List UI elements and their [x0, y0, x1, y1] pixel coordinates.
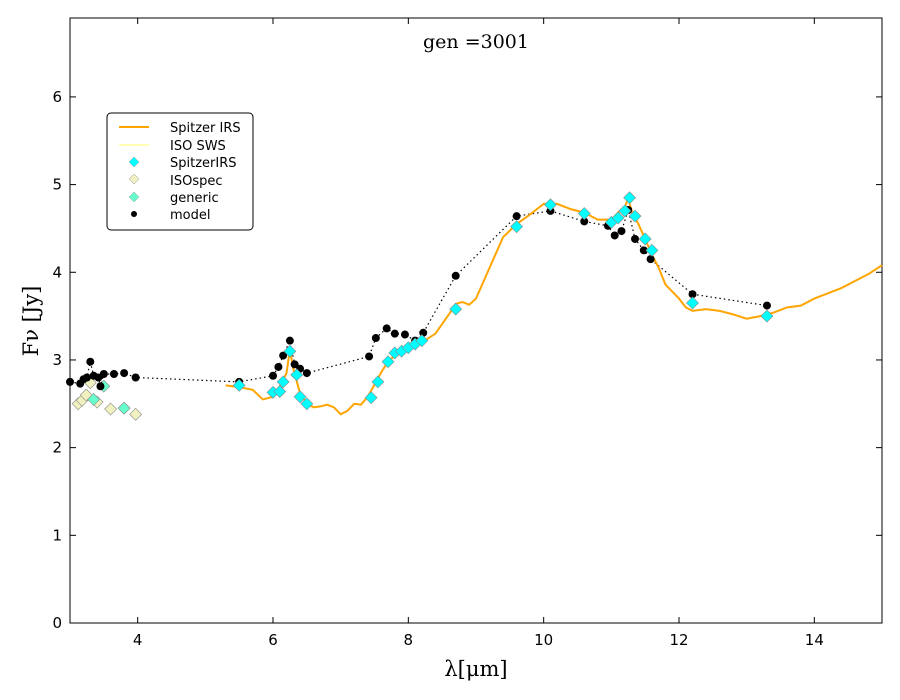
- model-point: [302, 369, 311, 378]
- legend-label-spitzer-irs: Spitzer IRS: [170, 121, 241, 136]
- model-point: [82, 373, 91, 382]
- legend-label-spitzerirs: SpitzerIRS: [170, 156, 237, 171]
- x-axis-label: λ[μm]: [444, 657, 507, 681]
- x-tick-label: 6: [268, 631, 278, 649]
- legend-swatch-isospec: [128, 173, 140, 185]
- y-tick-label: 6: [52, 88, 62, 106]
- spitzerirs-point: [623, 191, 637, 205]
- spitzerirs-point: [510, 220, 524, 234]
- y-axis-label: Fν [Jy]: [19, 286, 43, 357]
- spitzerirs-point: [449, 302, 463, 316]
- model-point: [382, 324, 391, 333]
- model-point: [290, 360, 299, 369]
- isospec-point: [104, 402, 118, 416]
- spitzerirs-point: [415, 334, 429, 348]
- model-point: [688, 290, 697, 299]
- legend-label-isospec: ISOspec: [170, 174, 223, 189]
- model-point: [131, 373, 140, 382]
- model-point: [419, 328, 428, 337]
- isospec-point: [129, 407, 143, 421]
- model-point: [400, 330, 409, 339]
- spitzerirs-point: [760, 309, 774, 323]
- legend-swatch-model: [131, 211, 137, 217]
- model-point: [109, 369, 118, 378]
- model-point: [646, 255, 655, 264]
- x-tick-label: 8: [404, 631, 414, 649]
- model-point: [120, 369, 129, 378]
- spitzerirs-point: [577, 207, 591, 220]
- model-point: [617, 227, 626, 236]
- legend-label-generic: generic: [170, 191, 219, 206]
- spitzerirs-point: [381, 355, 395, 369]
- model-point: [279, 351, 288, 360]
- legend-box: [106, 112, 254, 231]
- model-point: [631, 234, 640, 243]
- model-point: [66, 377, 74, 386]
- spitzerirs-point: [618, 204, 632, 218]
- y-tick-label: 4: [52, 263, 62, 281]
- model-point: [371, 334, 380, 343]
- axis-ticks: [70, 18, 882, 624]
- series-model-line: [69, 207, 768, 387]
- series-layer: [66, 191, 883, 421]
- x-tick-label: 10: [534, 631, 553, 649]
- legend: Spitzer IRS ISO SWS SpitzerIRS ISOspec g…: [106, 112, 254, 231]
- model-point: [762, 301, 771, 310]
- y-tick-label: 1: [52, 526, 62, 544]
- plot-frame: [69, 17, 883, 624]
- spitzerirs-point: [628, 209, 642, 223]
- model-point: [610, 231, 619, 240]
- model-point: [580, 217, 589, 226]
- x-tick-labels: 4 6 8 10 12 14: [133, 631, 824, 649]
- spitzerirs-point: [686, 296, 699, 310]
- spitzerirs-point: [300, 397, 314, 411]
- model-point: [274, 362, 283, 371]
- spitzerirs-point: [364, 391, 378, 405]
- spitzerirs-point: [283, 344, 297, 358]
- y-tick-labels: 0 1 2 3 4 5 6: [52, 88, 62, 632]
- series-spitzer-irs-line: [225, 195, 883, 416]
- legend-label-model: model: [170, 208, 210, 223]
- model-point: [99, 369, 108, 378]
- spitzerirs-point: [290, 368, 304, 382]
- spitzerirs-point: [544, 198, 557, 212]
- legend-swatch-generic: [128, 191, 140, 203]
- model-point: [639, 246, 648, 255]
- spitzerirs-point: [276, 375, 290, 389]
- spitzerirs-point: [611, 211, 625, 225]
- model-point: [365, 352, 374, 361]
- spitzerirs-point: [232, 378, 246, 392]
- spitzerirs-point: [638, 232, 652, 246]
- generic-point: [87, 392, 101, 406]
- spitzerirs-point: [293, 390, 307, 404]
- x-tick-label: 14: [805, 631, 824, 649]
- y-tick-label: 5: [52, 176, 62, 194]
- spitzerirs-point: [273, 385, 287, 398]
- y-tick-label: 3: [52, 351, 62, 369]
- model-point: [269, 371, 277, 380]
- legend-label-iso-sws: ISO SWS: [170, 139, 226, 154]
- model-point: [285, 336, 294, 345]
- chart-title: gen =3001: [423, 31, 529, 53]
- x-tick-label: 12: [669, 631, 688, 649]
- model-point: [512, 212, 521, 221]
- model-point: [451, 271, 460, 280]
- spitzerirs-point: [645, 243, 659, 257]
- model-point: [96, 382, 105, 391]
- generic-point: [117, 401, 131, 415]
- y-tick-label: 0: [52, 614, 62, 632]
- y-tick-label: 2: [52, 439, 62, 457]
- model-point: [86, 357, 95, 366]
- legend-swatch-spitzerirs: [128, 156, 140, 168]
- x-tick-label: 4: [133, 631, 143, 649]
- model-point: [390, 329, 399, 338]
- spitzerirs-point: [371, 375, 385, 389]
